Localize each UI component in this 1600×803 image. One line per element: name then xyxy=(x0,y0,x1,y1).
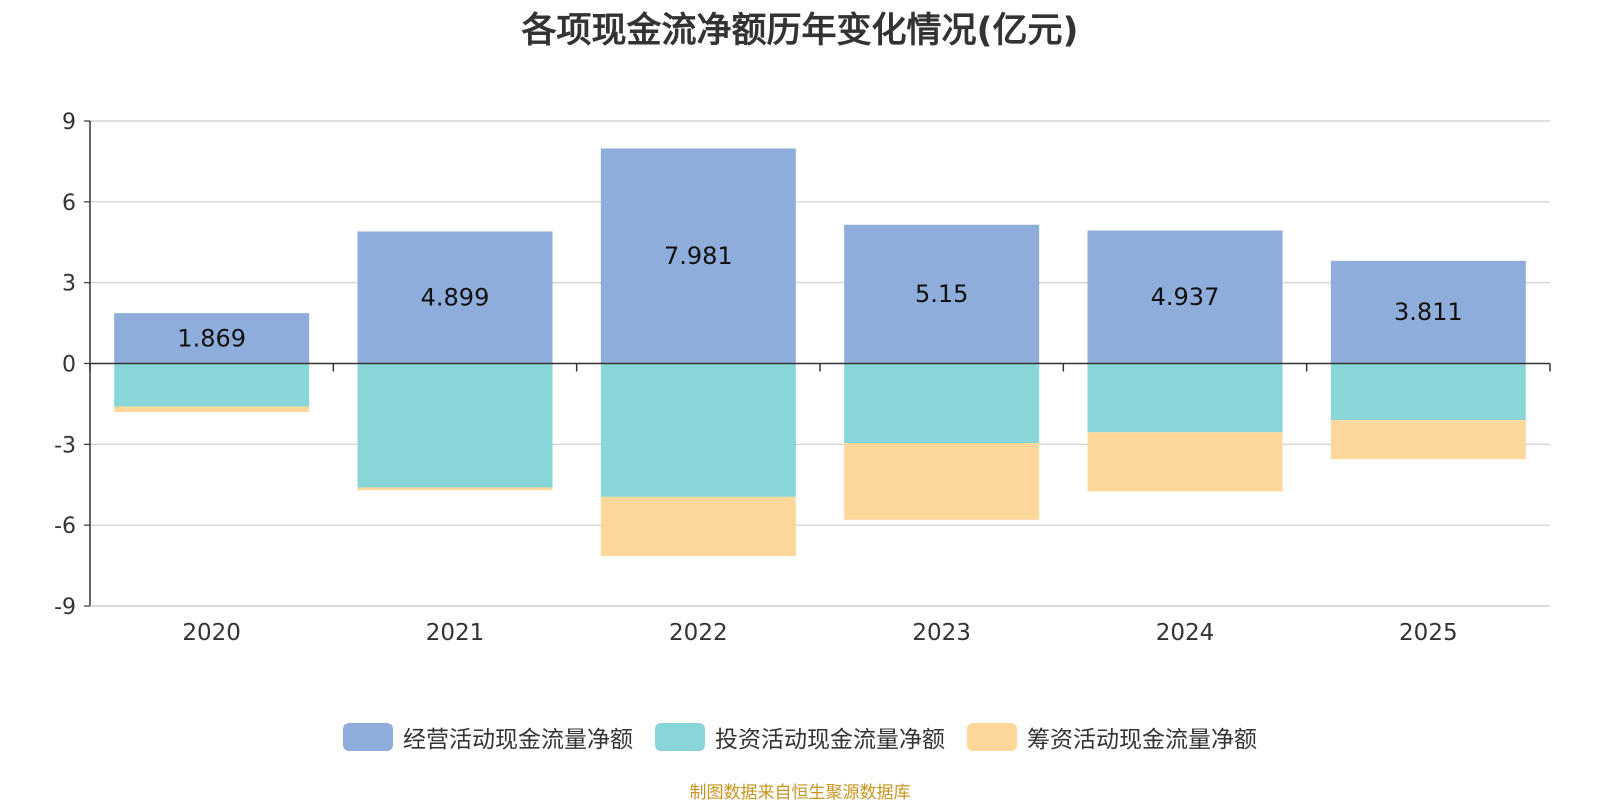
bar-operating-2023 xyxy=(844,224,1040,364)
bar-operating-2021 xyxy=(357,231,553,364)
legend-swatch-investing xyxy=(655,723,705,751)
bar-financing-2025 xyxy=(1330,420,1526,460)
y-tick-label-0: 9 xyxy=(62,110,76,135)
y-tick-label-2: 3 xyxy=(62,272,76,297)
data-label-2021: 4.899 xyxy=(421,283,490,311)
bar-financing-2024 xyxy=(1087,432,1283,492)
data-label-2022: 7.981 xyxy=(664,242,733,270)
data-label-2024: 4.937 xyxy=(1151,283,1220,311)
bar-financing-2022 xyxy=(600,496,796,557)
y-tick-label-4: -3 xyxy=(54,433,76,458)
y-tick-label-1: 6 xyxy=(62,191,76,216)
bar-operating-2025 xyxy=(1330,260,1526,364)
bar-investing-2025 xyxy=(1330,363,1526,421)
source-note: 制图数据来自恒生聚源数据库 xyxy=(689,783,911,803)
bar-investing-2022 xyxy=(600,363,796,497)
bar-investing-2020 xyxy=(114,363,310,407)
legend-item-operating[interactable]: 经营活动现金流量净额 xyxy=(343,720,633,754)
legend-label-investing: 投资活动现金流量净额 xyxy=(715,727,945,753)
bar-operating-2020 xyxy=(114,313,310,364)
bar-investing-2024 xyxy=(1087,363,1283,433)
bar-investing-2023 xyxy=(844,363,1040,443)
legend-label-financing: 筹资活动现金流量净额 xyxy=(1027,727,1257,753)
legend-swatch-operating xyxy=(343,723,393,751)
y-tick-label-6: -9 xyxy=(54,595,76,620)
x-tick-label-2025: 2025 xyxy=(1399,620,1458,646)
x-tick-label-2020: 2020 xyxy=(182,620,241,646)
chart-title: 各项现金流净额历年变化情况(亿元) xyxy=(521,11,1079,51)
x-tick-label-2024: 2024 xyxy=(1156,620,1215,646)
legend-item-investing[interactable]: 投资活动现金流量净额 xyxy=(655,720,945,754)
x-tick-label-2022: 2022 xyxy=(669,620,728,646)
x-tick-label-2021: 2021 xyxy=(426,620,485,646)
data-label-2020: 1.869 xyxy=(177,324,246,352)
legend-item-financing[interactable]: 筹资活动现金流量净额 xyxy=(967,720,1257,754)
bar-operating-2024 xyxy=(1087,230,1283,364)
y-tick-label-3: 0 xyxy=(62,353,76,378)
bar-financing-2021 xyxy=(357,487,553,491)
legend: 经营活动现金流量净额 投资活动现金流量净额 筹资活动现金流量净额 xyxy=(0,720,1600,754)
bar-operating-2022 xyxy=(600,148,796,364)
bar-financing-2020 xyxy=(114,406,310,412)
legend-label-operating: 经营活动现金流量净额 xyxy=(403,727,633,753)
legend-swatch-financing xyxy=(967,723,1017,751)
bar-financing-2023 xyxy=(844,442,1040,520)
data-label-2025: 3.811 xyxy=(1394,298,1463,326)
data-label-2023: 5.15 xyxy=(915,280,968,308)
bar-investing-2021 xyxy=(357,363,553,488)
x-tick-label-2023: 2023 xyxy=(912,620,971,646)
y-tick-label-5: -6 xyxy=(54,514,76,539)
